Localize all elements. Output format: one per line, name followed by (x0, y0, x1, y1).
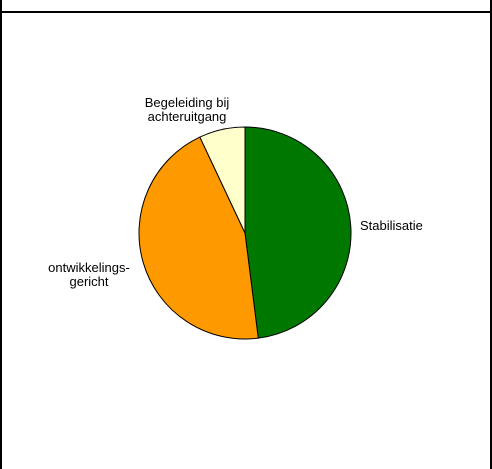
slice-begeleiding (199, 126, 246, 234)
slice-label-stabilisatie: Stabilisatie (360, 218, 423, 233)
slice-stabilisatie (244, 126, 352, 339)
left-border (0, 0, 2, 469)
slice-label-begeleiding: Begeleiding bij achteruitgang (144, 95, 230, 124)
top-rule (0, 11, 492, 13)
right-border (490, 0, 492, 469)
slice-label-ontwikkelingsgericht: ontwikkelings- gericht (48, 260, 130, 289)
slice-ontwikkelingsgericht (138, 136, 259, 340)
